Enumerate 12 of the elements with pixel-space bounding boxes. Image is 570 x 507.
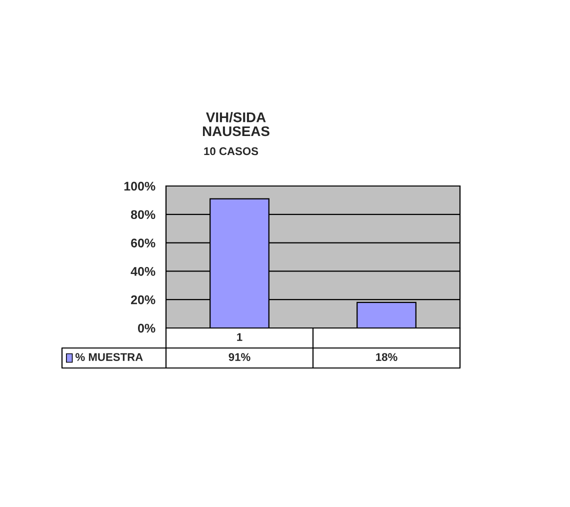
y-tick-label: 40% bbox=[130, 267, 156, 276]
y-tick-label: 20% bbox=[131, 295, 156, 304]
y-tick-label: 0% bbox=[138, 324, 156, 333]
y-tick-label: 80% bbox=[130, 210, 156, 220]
data-label: 18% bbox=[376, 353, 398, 361]
legend-label: % MUESTRA bbox=[76, 353, 143, 361]
chart-subtitle: 10 CASOS bbox=[204, 147, 258, 156]
chart-title: VIH/SIDA NAUSEAS bbox=[202, 112, 270, 136]
data-label: 91% bbox=[228, 353, 250, 361]
x-tick-label: 1 bbox=[237, 333, 242, 341]
y-tick-label: 60% bbox=[131, 238, 156, 248]
y-tick-label: 100% bbox=[124, 182, 156, 191]
